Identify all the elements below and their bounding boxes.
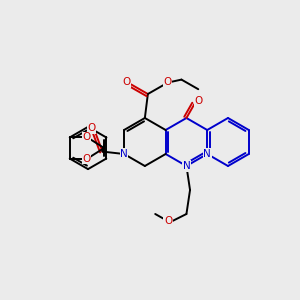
- Text: O: O: [194, 96, 202, 106]
- Text: O: O: [82, 132, 91, 142]
- Text: N: N: [120, 149, 128, 159]
- Text: N: N: [183, 161, 190, 171]
- Text: O: O: [164, 77, 172, 87]
- Text: O: O: [164, 216, 172, 226]
- Text: O: O: [82, 154, 91, 164]
- Text: O: O: [122, 77, 130, 87]
- Text: N: N: [203, 149, 211, 159]
- Text: O: O: [87, 123, 95, 134]
